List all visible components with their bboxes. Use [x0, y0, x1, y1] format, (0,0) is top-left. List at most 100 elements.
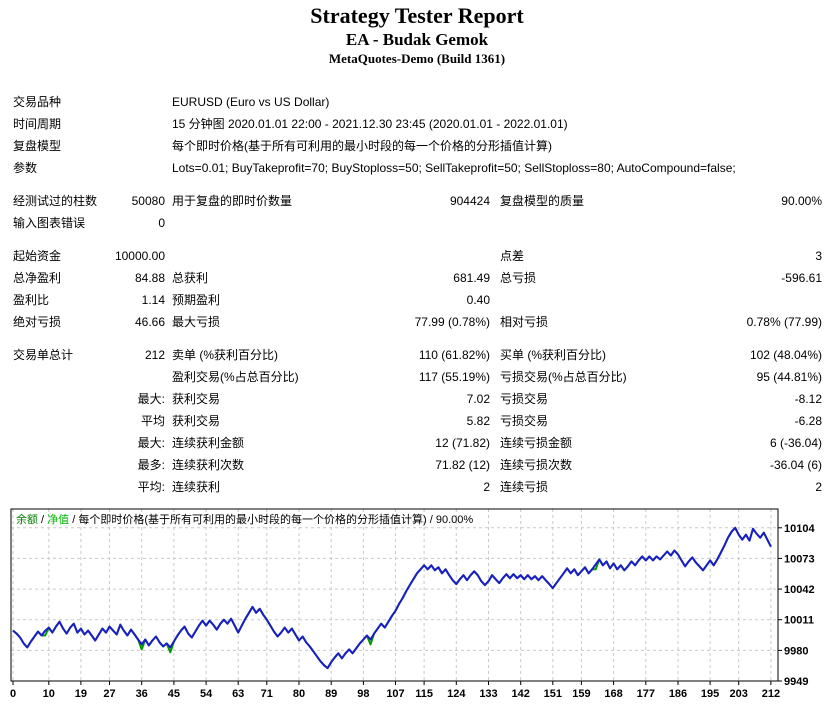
stat-label: 总亏损: [500, 271, 537, 285]
stat-value: 0.40: [466, 293, 490, 307]
stat-value: [698, 212, 825, 234]
x-axis-tick-label: 115: [415, 688, 433, 700]
stat-value: 3: [815, 249, 822, 263]
stat-label: 卖单 (%获利百分比): [172, 348, 278, 362]
y-axis-tick-label: 10042: [784, 584, 815, 596]
stats-row: 最多: 连续获利次数 71.82 (12) 连续亏损次数 -36.04 (6): [8, 454, 825, 476]
chart-frame: [10, 508, 779, 682]
y-axis-tick-label: 10073: [784, 553, 815, 565]
stat-label: 连续亏损金额: [500, 436, 573, 450]
stat-value: 102 (48.04%): [749, 348, 822, 362]
stat-value: 212: [144, 348, 165, 362]
x-axis-tick-label: 71: [261, 688, 273, 700]
y-axis-tick-label: 9980: [784, 645, 808, 657]
stat-value: 0: [158, 216, 165, 230]
stat-label: 绝对亏损: [13, 315, 62, 329]
balance-line: [12, 526, 772, 670]
stats-row: 交易单总计 212 卖单 (%获利百分比) 110 (61.82%) 买单 (%获利百分…: [8, 344, 825, 366]
stat-value: [698, 289, 825, 311]
stat-value: 平均:: [137, 480, 165, 494]
stat-value: 681.49: [453, 271, 490, 285]
x-axis-tick-label: 54: [200, 688, 213, 700]
x-axis-tick-label: 151: [544, 688, 562, 700]
stat-value: [367, 212, 493, 234]
stat-label: 获利交易: [172, 414, 221, 428]
stat-value: 77.99 (0.78%): [414, 315, 490, 329]
stat-label: 交易单总计: [13, 348, 74, 362]
stats-row: 盈利交易(%占总百分比) 117 (55.19%) 亏损交易(%占总百分比) 95 (…: [8, 366, 825, 388]
stats-table: 经测试过的柱数 50080 用于复盘的即时价数量 904424 复盘模型的质量 90.00…: [8, 190, 825, 498]
stats-row: 最大: 获利交易 7.02 亏损交易 -8.12: [8, 388, 825, 410]
stat-label: 输入图表错误: [13, 216, 86, 230]
x-axis-tick-label: 142: [512, 688, 530, 700]
x-axis-tick-label: 133: [479, 688, 497, 700]
stat-label: 点差: [500, 249, 525, 263]
stat-label: 亏损交易: [500, 392, 549, 406]
stat-label: [8, 410, 108, 432]
x-axis-tick-label: 19: [75, 688, 87, 700]
x-axis-tick-label: 27: [103, 688, 115, 700]
info-value: EURUSD (Euro vs US Dollar): [172, 95, 330, 109]
stat-value: [108, 366, 165, 388]
stat-label: 连续亏损次数: [500, 458, 573, 472]
info-row: 时间周期 15 分钟图 2020.01.01 22:00 - 2021.12.30…: [8, 113, 825, 135]
stat-label: 最大亏损: [172, 315, 221, 329]
stat-value: -36.04 (6): [769, 458, 822, 472]
stat-label: 盈利交易(%占总百分比): [172, 370, 299, 384]
stat-label: [8, 366, 108, 388]
stat-value: 平均: [140, 414, 165, 428]
info-table: 交易品种 EURUSD (Euro vs US Dollar) 时间周期 15 分钟图…: [8, 91, 825, 179]
info-row: 参数 Lots=0.01; BuyTakeprofit=70; BuyStoplo…: [8, 157, 825, 179]
stat-value: 110 (61.82%): [418, 348, 490, 362]
equity-line: [12, 526, 772, 670]
x-axis-tick-label: 212: [762, 688, 780, 700]
stat-label: 复盘模型的质量: [500, 194, 585, 208]
report-title: Strategy Tester Report: [310, 3, 524, 28]
info-row: 交易品种 EURUSD (Euro vs US Dollar): [8, 91, 825, 113]
stats-section: 交易单总计 212 卖单 (%获利百分比) 110 (61.82%) 买单 (%获利百分…: [8, 344, 825, 498]
stat-label: 经测试过的柱数: [13, 194, 98, 208]
stat-value: -6.28: [794, 414, 822, 428]
stat-value: 最大:: [137, 436, 165, 450]
stat-value: 10000.00: [114, 249, 165, 263]
stat-value: 6 (-36.04): [769, 436, 822, 450]
chart-canvas: 0 10 19 27 36 45 54 63 71 80 89 98 107 115 124 133 142 15…: [10, 508, 815, 700]
stat-value: 95 (44.81%): [756, 370, 822, 384]
stats-row: 最大: 连续获利金额 12 (71.82) 连续亏损金额 6 (-36.04): [8, 432, 825, 454]
stat-label: [8, 454, 108, 476]
stats-section: 经测试过的柱数 50080 用于复盘的即时价数量 904424 复盘模型的质量 90.00…: [8, 190, 825, 234]
x-axis-tick-label: 80: [293, 688, 305, 700]
x-axis-tick-label: 203: [730, 688, 748, 700]
x-axis-tick-label: 107: [386, 688, 404, 700]
info-value: Lots=0.01; BuyTakeprofit=70; BuyStoploss…: [172, 161, 736, 175]
x-axis-tick-label: 63: [232, 688, 244, 700]
stat-label: 盈利比: [13, 293, 50, 307]
stats-row: 起始资金 10000.00 点差 3: [8, 245, 825, 267]
balance-chart: 0 10 19 27 36 45 54 63 71 80 89 98 107 115 124 133 142 15…: [0, 505, 834, 708]
stat-label: 用于复盘的即时价数量: [172, 194, 293, 208]
stats-row: 盈利比 1.14 预期盈利 0.40: [8, 289, 825, 311]
stat-value: 904424: [449, 194, 490, 208]
stat-value: 最多:: [137, 458, 165, 472]
stat-label: 总净盈利: [13, 271, 62, 285]
stat-label: [493, 212, 698, 234]
stat-label: [165, 212, 367, 234]
y-axis-tick-label: 10011: [784, 615, 814, 627]
info-value: 15 分钟图 2020.01.01 22:00 - 2021.12.30 23:…: [172, 117, 568, 131]
stat-value: 2: [483, 480, 490, 494]
stat-label: 连续获利次数: [172, 458, 245, 472]
info-label: 参数: [13, 161, 38, 175]
ea-name: EA - Budak Gemok: [345, 30, 489, 49]
stats-row: 绝对亏损 46.66 最大亏损 77.99 (0.78%) 相对亏损 0.78% (77.…: [8, 311, 825, 333]
stat-value: 46.66: [134, 315, 165, 329]
info-row: 复盘模型 每个即时价格(基于所有可利用的最小时段的每一个价格的分形插值计算): [8, 135, 825, 157]
legend-equity-label: 净值: [47, 512, 69, 526]
stat-value: 50080: [131, 194, 165, 208]
x-axis-tick-label: 98: [357, 688, 369, 700]
y-axis-tick-label: 10104: [784, 523, 815, 535]
stat-value: 90.00%: [781, 194, 822, 208]
stats-row: 平均: 连续获利 2 连续亏损 2: [8, 476, 825, 498]
stats-row: 平均 获利交易 5.82 亏损交易 -6.28: [8, 410, 825, 432]
stat-label: [8, 432, 108, 454]
report-header: Strategy Tester Report EA - Budak Gemok …: [0, 0, 834, 67]
